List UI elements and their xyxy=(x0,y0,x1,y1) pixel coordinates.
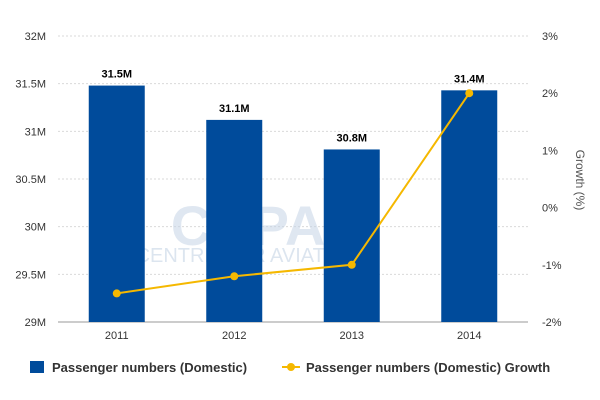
bar-data-label: 31.5M xyxy=(101,69,132,81)
right-axis-ticks: -2% -1% 0% 1% 2% 3% xyxy=(542,31,562,329)
left-tick-label: 31M xyxy=(25,126,46,138)
bar xyxy=(206,119,263,322)
legend-label-bar: Passenger numbers (Domestic) xyxy=(52,360,247,375)
legend-line-marker xyxy=(287,363,295,371)
right-tick-label: -2% xyxy=(542,317,562,329)
bar xyxy=(88,85,145,322)
right-tick-label: 2% xyxy=(542,88,558,100)
right-tick-label: 1% xyxy=(542,145,558,157)
legend-bar-swatch xyxy=(30,361,44,373)
growth-line-series xyxy=(112,89,474,298)
bar xyxy=(323,149,380,322)
left-tick-label: 32M xyxy=(25,31,46,43)
growth-point xyxy=(465,89,474,98)
legend-label-line: Passenger numbers (Domestic) Growth xyxy=(306,360,550,375)
left-tick-label: 30.5M xyxy=(15,174,46,186)
right-tick-label: 0% xyxy=(542,203,558,215)
growth-point xyxy=(347,260,356,269)
legend: Passenger numbers (Domestic) Passenger nu… xyxy=(30,360,550,375)
growth-point xyxy=(230,272,239,281)
bar-data-labels: 31.5M 31.1M 30.8M 31.4M xyxy=(101,69,484,145)
left-axis-ticks: 29M 29.5M 30M 30.5M 31M 31.5M 32M xyxy=(15,31,46,329)
bar-data-label: 31.4M xyxy=(454,73,485,85)
right-tick-label: 3% xyxy=(542,31,558,43)
x-tick-label: 2014 xyxy=(457,330,481,342)
left-tick-label: 29.5M xyxy=(15,269,46,281)
bar-data-label: 30.8M xyxy=(336,132,367,144)
x-tick-label: 2013 xyxy=(340,330,364,342)
growth-point xyxy=(112,289,121,298)
bar-series xyxy=(88,85,498,322)
left-tick-label: 31.5M xyxy=(15,79,46,91)
right-tick-label: -1% xyxy=(542,260,562,272)
left-tick-label: 29M xyxy=(25,317,46,329)
growth-line xyxy=(116,92,471,295)
x-tick-label: 2011 xyxy=(105,330,129,342)
bar-data-label: 31.1M xyxy=(219,103,250,115)
bar xyxy=(441,90,498,322)
x-axis-ticks: 2011 2012 2013 2014 xyxy=(105,330,482,342)
x-tick-label: 2012 xyxy=(222,330,246,342)
left-tick-label: 30M xyxy=(25,222,46,234)
right-axis-title: Growth (%) xyxy=(573,150,587,211)
